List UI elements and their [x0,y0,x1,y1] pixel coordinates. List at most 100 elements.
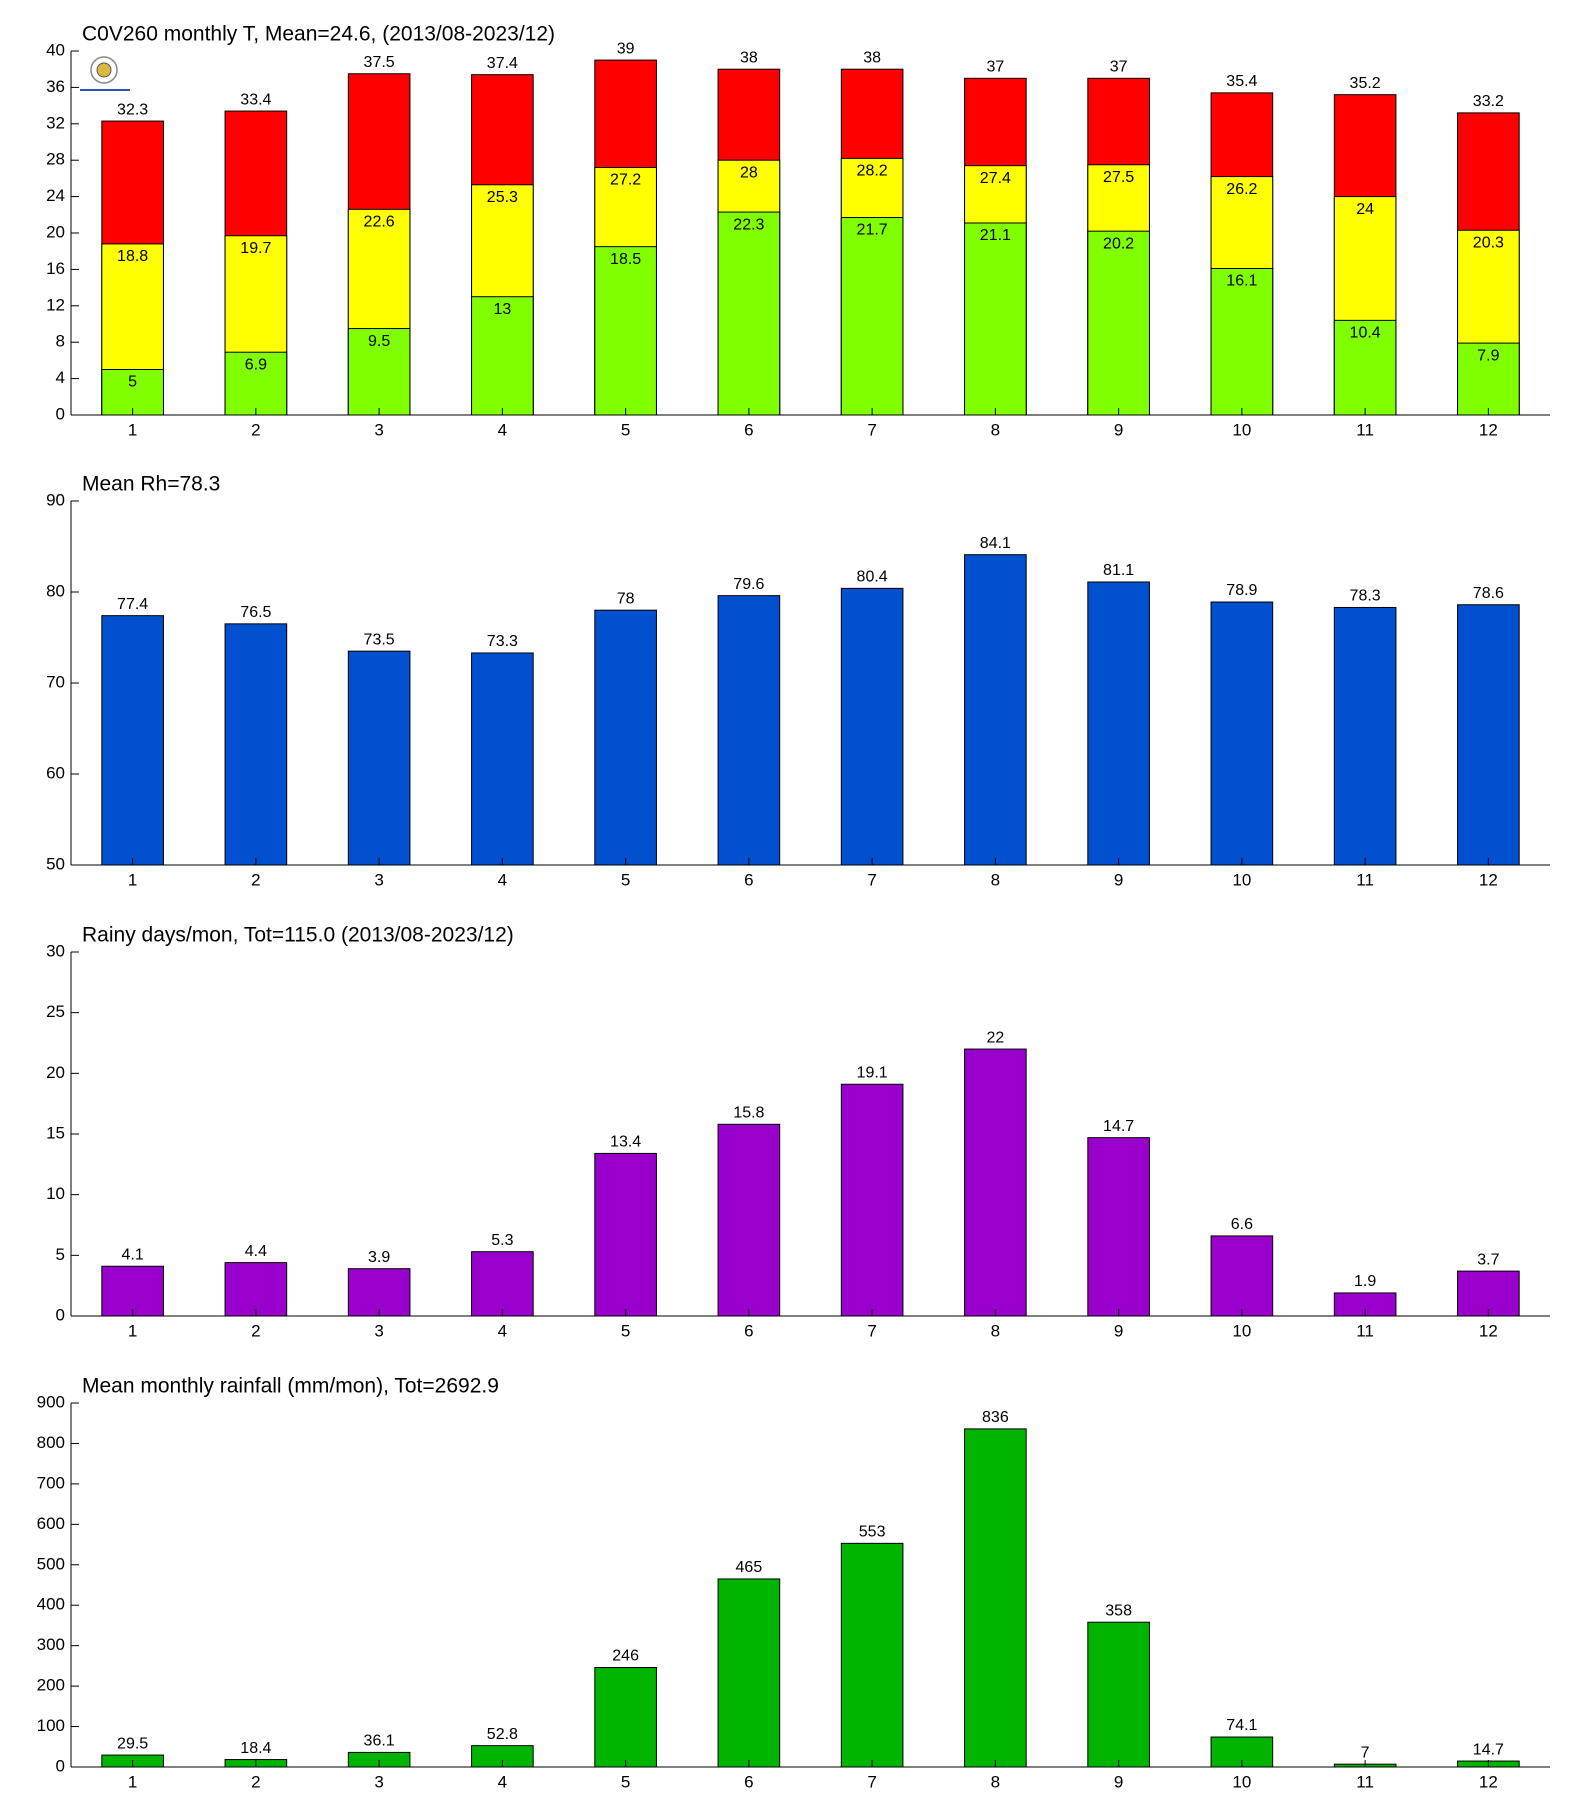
y-tick-label: 24 [46,186,65,205]
value-label: 81.1 [1103,562,1134,579]
value-label: 73.5 [364,631,395,648]
bar [347,1268,411,1317]
x-tick-label: 2 [251,1321,260,1340]
bar [1457,342,1520,416]
value-label: 37 [986,59,1004,76]
bar [840,217,904,416]
logo [80,56,130,91]
value-label: 20.2 [1103,235,1134,252]
y-tick-label: 0 [56,1756,65,1775]
value-label: 35.4 [1226,73,1257,90]
x-tick-label: 9 [1114,1321,1123,1340]
value-label: 78 [617,590,635,607]
value-label: 39 [617,40,635,57]
bar [101,615,164,866]
value-label: 22.3 [733,216,764,233]
bar [1210,1235,1274,1317]
bar [964,222,1027,416]
y-tick-label: 300 [37,1635,65,1654]
x-tick-label: 10 [1232,420,1251,439]
value-label: 18.8 [117,248,148,265]
value-label: 19.1 [857,1064,888,1081]
y-tick-label: 70 [46,672,65,691]
x-tick-label: 11 [1356,1321,1374,1340]
value-label: 18.5 [610,251,641,268]
bar [1087,230,1150,416]
y-tick-label: 25 [46,1002,65,1021]
x-tick-label: 3 [374,1321,383,1340]
y-tick-label: 90 [46,490,65,509]
x-tick-label: 3 [374,420,383,439]
bar [224,1262,288,1317]
value-label: 5.3 [491,1232,513,1249]
value-label: 29.5 [117,1735,148,1752]
value-label: 21.7 [857,222,888,239]
y-tick-label: 20 [46,1063,65,1082]
x-tick-label: 6 [744,870,753,889]
y-tick-label: 4 [56,368,65,387]
value-label: 14.7 [1103,1118,1134,1135]
x-tick-label: 3 [374,870,383,889]
value-label: 78.9 [1226,582,1257,599]
bar [471,652,534,866]
value-label: 84.1 [980,535,1011,552]
bar [1087,1137,1150,1317]
x-tick-label: 10 [1232,1772,1251,1791]
value-label: 24 [1356,201,1374,218]
bar [717,1578,781,1768]
value-label: 37 [1110,59,1128,76]
value-label: 80.4 [857,569,888,586]
y-tick-label: 40 [46,40,65,59]
bar [471,1251,534,1317]
x-tick-label: 12 [1479,1321,1498,1340]
value-label: 18.4 [240,1740,271,1757]
y-tick-label: 30 [46,941,65,960]
value-label: 16.1 [1226,273,1257,290]
x-tick-label: 6 [744,1772,753,1791]
value-label: 33.4 [240,91,271,108]
y-tick-label: 100 [37,1716,65,1735]
bar [964,554,1027,866]
bar [1457,604,1520,866]
chart-title: C0V260 monthly T, Mean=24.6, (2013/08-20… [82,23,555,46]
x-tick-label: 2 [251,870,260,889]
x-tick-label: 8 [991,1772,1000,1791]
value-label: 37.5 [364,54,395,71]
value-label: 25.3 [487,189,518,206]
x-tick-label: 1 [128,1772,137,1791]
value-label: 77.4 [117,596,148,613]
y-tick-label: 0 [56,1305,65,1324]
value-label: 76.5 [240,604,271,621]
value-label: 14.7 [1473,1741,1504,1758]
x-tick-label: 11 [1356,870,1374,889]
x-tick-label: 7 [867,1772,876,1791]
bar [1087,1621,1150,1768]
x-tick-label: 4 [498,420,507,439]
value-label: 7.9 [1477,347,1499,364]
value-label: 19.7 [240,240,271,257]
value-label: 4.4 [245,1243,267,1260]
value-label: 465 [736,1559,763,1576]
bar [1333,606,1397,866]
value-label: 21.1 [980,227,1011,244]
value-label: 52.8 [487,1726,518,1743]
value-label: 246 [612,1648,639,1665]
bar [347,328,411,416]
value-label: 28 [740,164,758,181]
x-tick-label: 4 [498,870,507,889]
bar [717,211,781,416]
x-tick-label: 10 [1232,870,1251,889]
y-tick-label: 800 [37,1433,65,1452]
value-label: 3.7 [1477,1251,1499,1268]
y-tick-label: 60 [46,763,65,782]
y-tick-label: 200 [37,1676,65,1695]
value-label: 36.1 [364,1733,395,1750]
value-label: 7 [1361,1744,1370,1761]
value-label: 553 [859,1524,886,1541]
y-tick-label: 20 [46,222,65,241]
y-tick-label: 400 [37,1595,65,1614]
value-label: 1.9 [1354,1273,1376,1290]
value-label: 13.4 [610,1134,641,1151]
